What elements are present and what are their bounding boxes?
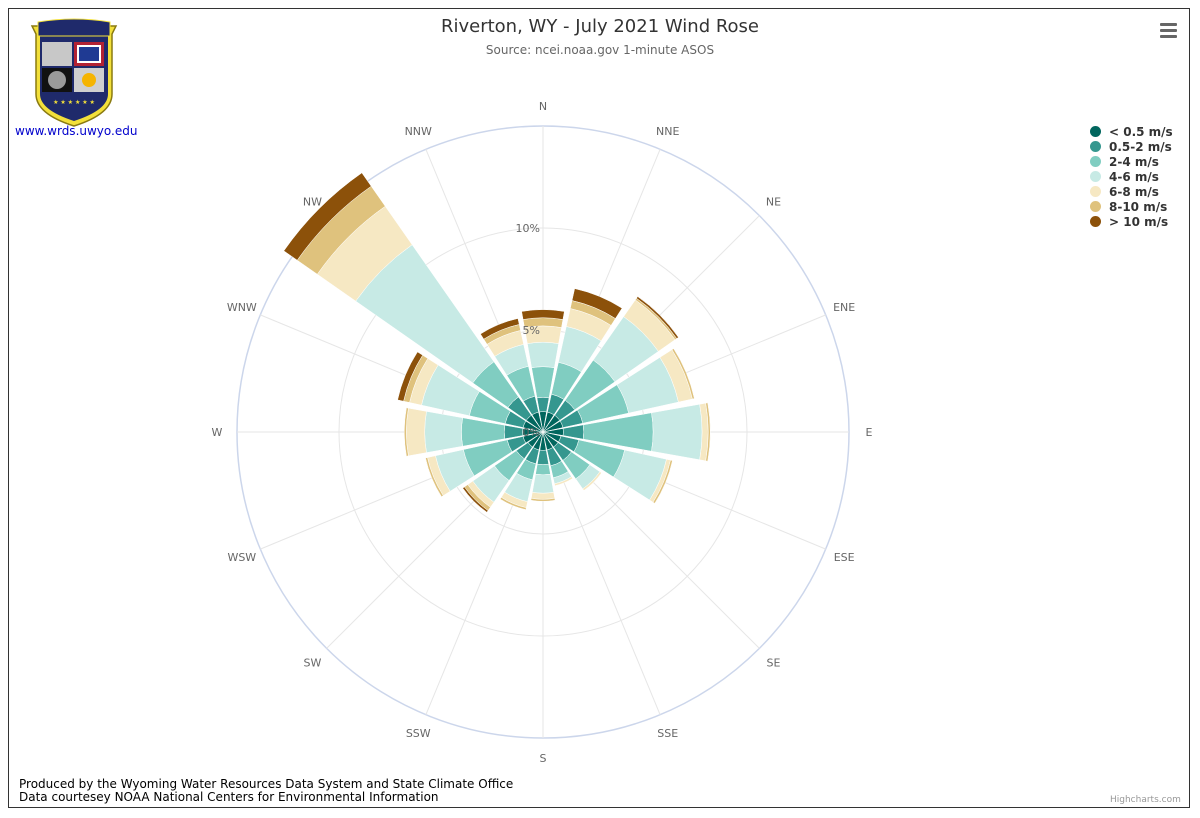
axis-labels: N NNE NE ENE E ESE SE SSE S SSW SW WSW W WNW NW NNW 0% 5%…	[212, 100, 873, 765]
bar-n-series-1[interactable]	[536, 397, 550, 413]
menu-bar	[1160, 35, 1177, 38]
bar-e-series-5[interactable]	[705, 402, 711, 462]
footer-line-produced-by: Produced by the Wyoming Water Resources …	[19, 777, 514, 791]
legend-marker	[1090, 186, 1101, 197]
legend-label: 4-6 m/s	[1109, 169, 1159, 184]
y-tick-label: 10%	[516, 222, 540, 235]
bar-wsw-series-5[interactable]	[425, 457, 444, 498]
legend-marker	[1090, 141, 1101, 152]
direction-label-ssw: SSW	[406, 727, 431, 740]
direction-label-ne: NE	[766, 195, 781, 208]
direction-label-se: SE	[767, 657, 781, 670]
bar-s-series-2[interactable]	[535, 463, 551, 476]
menu-bar	[1160, 29, 1177, 32]
footer-line-data-source: Data courtesey NOAA National Centers for…	[19, 790, 439, 804]
chart-subtitle: Source: ncei.noaa.gov 1-minute ASOS	[485, 43, 715, 57]
bar-w-series-5[interactable]	[404, 407, 409, 457]
bar-s-series-1[interactable]	[537, 449, 549, 465]
bar-n-series-3[interactable]	[527, 341, 559, 369]
bar-se-series-4[interactable]	[582, 471, 602, 491]
direction-label-ene: ENE	[833, 301, 855, 314]
direction-label-nne: NNE	[656, 125, 679, 138]
bar-e-series-3[interactable]	[651, 403, 703, 461]
legend-marker	[1090, 156, 1101, 167]
menu-bar	[1160, 23, 1177, 26]
legend-label: 2-4 m/s	[1109, 154, 1159, 169]
legend-item[interactable]: 6-8 m/s	[1090, 184, 1173, 199]
bar-ese-series-5[interactable]	[652, 459, 673, 504]
legend-label: 6-8 m/s	[1109, 184, 1159, 199]
bar-n-series-2[interactable]	[531, 366, 555, 399]
bar-s-series-3[interactable]	[532, 473, 554, 494]
bar-nne-series-6[interactable]	[571, 288, 623, 319]
direction-label-sw: SW	[304, 657, 322, 670]
direction-label-n: N	[539, 100, 547, 113]
bar-nnw-series-6[interactable]	[480, 318, 520, 340]
bar-w-series-1[interactable]	[503, 424, 524, 440]
bar-s-series-4[interactable]	[530, 491, 556, 500]
legend-item[interactable]: 0.5-2 m/s	[1090, 139, 1173, 154]
direction-label-w: W	[212, 426, 223, 439]
direction-label-s: S	[540, 752, 547, 765]
direction-label-wnw: WNW	[227, 301, 257, 314]
bar-s-series-5[interactable]	[530, 497, 556, 502]
bar-ne-series-6[interactable]	[636, 296, 679, 339]
bar-ene-series-5[interactable]	[671, 348, 695, 400]
bar-nw-series-6[interactable]	[283, 172, 372, 261]
legend: < 0.5 m/s 0.5-2 m/s 2-4 m/s 4-6 m/s 6-8 m/s 8…	[1090, 124, 1173, 229]
legend-marker	[1090, 216, 1101, 227]
bar-sse-series-4[interactable]	[554, 476, 573, 487]
svg-text:★ ★ ★ ★ ★ ★: ★ ★ ★ ★ ★ ★	[53, 99, 95, 106]
legend-item[interactable]: 4-6 m/s	[1090, 169, 1173, 184]
legend-marker	[1090, 126, 1101, 137]
bar-w-series-3[interactable]	[424, 411, 463, 453]
direction-label-wsw: WSW	[227, 551, 256, 564]
direction-label-ese: ESE	[834, 551, 855, 564]
legend-label: 8-10 m/s	[1109, 199, 1168, 214]
wind-rose-bars	[283, 172, 711, 513]
legend-item[interactable]: > 10 m/s	[1090, 214, 1173, 229]
bar-n-series-6[interactable]	[521, 309, 565, 320]
legend-item[interactable]: 2-4 m/s	[1090, 154, 1173, 169]
y-tick-label: 5%	[523, 324, 540, 337]
bar-wnw-series-6[interactable]	[397, 351, 423, 402]
legend-marker	[1090, 201, 1101, 212]
direction-label-e: E	[866, 426, 873, 439]
footer-credits: Produced by the Wyoming Water Resources …	[19, 778, 513, 804]
website-link[interactable]: www.wrds.uwyo.edu	[15, 124, 138, 138]
legend-label: > 10 m/s	[1109, 214, 1169, 229]
bar-w-series-4[interactable]	[406, 407, 427, 457]
bar-sw-series-6[interactable]	[462, 486, 489, 513]
direction-label-nnw: NNW	[405, 125, 432, 138]
bar-ssw-series-5[interactable]	[499, 496, 527, 510]
legend-label: 0.5-2 m/s	[1109, 139, 1172, 154]
legend-item[interactable]: 8-10 m/s	[1090, 199, 1173, 214]
highcharts-credit[interactable]: Highcharts.com	[1110, 795, 1181, 805]
direction-label-sse: SSE	[657, 727, 678, 740]
chart-title: Riverton, WY - July 2021 Wind Rose	[440, 16, 760, 37]
y-tick-label: 0%	[523, 426, 540, 439]
hamburger-menu-icon[interactable]	[1158, 20, 1180, 40]
legend-marker	[1090, 171, 1101, 182]
legend-item[interactable]: < 0.5 m/s	[1090, 124, 1173, 139]
climate-office-logo: ★ ★ ★ ★ ★ ★	[28, 18, 120, 128]
direction-label-nw: NW	[303, 195, 322, 208]
legend-label: < 0.5 m/s	[1109, 124, 1173, 139]
